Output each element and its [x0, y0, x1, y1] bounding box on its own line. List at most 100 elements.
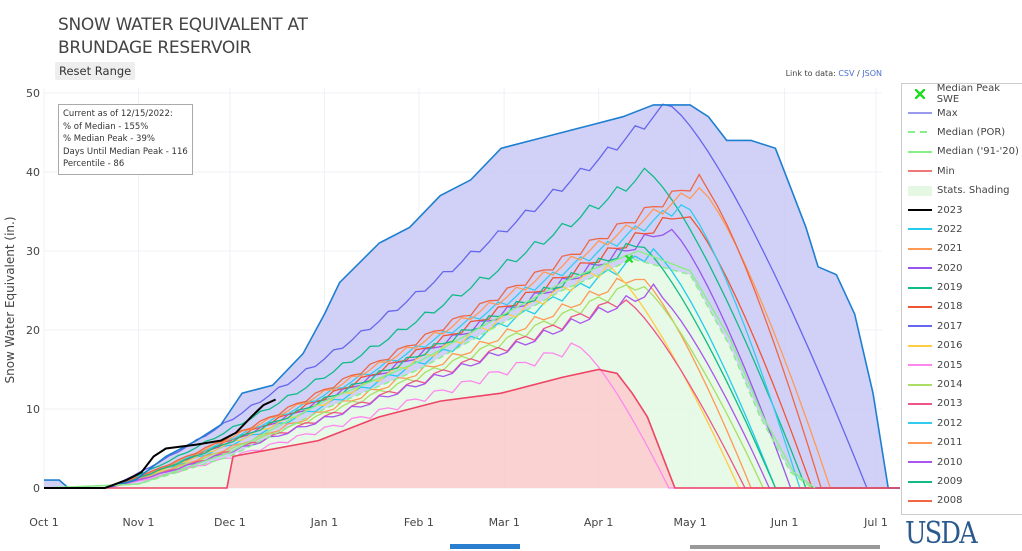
legend-label: Max: [937, 107, 958, 119]
legend-label: Median ('91-'20): [937, 146, 1019, 158]
series-line-2011: [104, 186, 900, 489]
legend-swatch: [908, 131, 932, 134]
x-tick-label: Apr 1: [584, 516, 614, 529]
x-tick-label: Jan 1: [310, 516, 338, 529]
max-shading: [44, 104, 900, 488]
legend-swatch: [908, 344, 932, 347]
series-line-2023: [44, 398, 277, 489]
y-tick-label: 40: [26, 166, 40, 179]
link-sep: /: [857, 69, 860, 78]
legend-label: 2008: [937, 495, 963, 507]
median-peak-marker: [624, 254, 634, 264]
series-line-2009: [104, 242, 900, 489]
legend-item[interactable]: 2009: [902, 472, 1022, 491]
legend-swatch: [908, 247, 932, 250]
legend-swatch: [908, 441, 932, 444]
legend[interactable]: Median Peak SWE Max Median (POR) Median ('9…: [901, 83, 1022, 515]
legend-label: 2013: [937, 398, 963, 410]
series-line-2015: [104, 342, 900, 489]
legend-label: Median (POR): [937, 126, 1006, 138]
legend-label: 2018: [937, 301, 963, 313]
range-slider-handle: [450, 544, 520, 549]
swe-chart[interactable]: 0 10 20 30 40 50 Oct 1 Nov 1 Dec 1 Jan 1 Feb 1 Mar …: [0, 0, 900, 549]
info-line: % Median Peak - 39%: [63, 134, 155, 144]
range-slider-track: [690, 545, 880, 549]
legend-label: 2014: [937, 379, 963, 391]
legend-item[interactable]: Median (POR): [902, 123, 1022, 142]
series-line-2018: [104, 216, 900, 489]
legend-swatch: [908, 305, 932, 308]
chart-title: SNOW WATER EQUIVALENT AT BRUNDAGE RESERV…: [58, 15, 308, 58]
legend-item[interactable]: 2022: [902, 220, 1022, 239]
legend-label: 2015: [937, 359, 963, 371]
x-tick-label: Jul 1: [863, 516, 888, 529]
y-tick-label: 20: [26, 324, 40, 337]
legend-swatch: [915, 88, 925, 99]
legend-label: Median Peak SWE: [936, 83, 1000, 105]
x-tick-label: May 1: [673, 516, 706, 529]
min-shading: [44, 369, 900, 488]
legend-item[interactable]: 2018: [902, 297, 1022, 316]
x-tick-label: Jun 1: [770, 516, 799, 529]
legend-item[interactable]: Min: [902, 162, 1022, 181]
link-prefix: Link to data:: [785, 69, 836, 78]
legend-item[interactable]: 2021: [902, 239, 1022, 258]
legend-item[interactable]: 2010: [902, 452, 1022, 471]
legend-swatch: [908, 461, 932, 464]
legend-item[interactable]: Stats. Shading: [902, 181, 1022, 200]
json-link[interactable]: JSON: [862, 69, 882, 78]
legend-item[interactable]: 2008: [902, 491, 1022, 510]
legend-item[interactable]: 2011: [902, 433, 1022, 452]
legend-swatch: [908, 209, 932, 212]
legend-item[interactable]: 2014: [902, 375, 1022, 394]
legend-item[interactable]: 2019: [902, 278, 1022, 297]
legend-swatch: [908, 112, 932, 115]
legend-item[interactable]: 2016: [902, 336, 1022, 355]
stats-shading: [44, 258, 900, 488]
legend-label: 2022: [937, 223, 963, 235]
legend-swatch: [908, 150, 932, 153]
legend-label: 2023: [937, 204, 963, 216]
y-tick-label: 0: [33, 482, 40, 495]
legend-label: 2009: [937, 476, 963, 487]
legend-item[interactable]: Median ('91-'20): [902, 142, 1022, 161]
series-line-2008: [104, 173, 900, 489]
min-line: [44, 368, 900, 489]
current-info-box: Current as of 12/15/2022: % of Median - …: [58, 104, 193, 175]
y-tick-label: 30: [26, 245, 40, 258]
x-tick-label: Mar 1: [489, 516, 520, 529]
legend-swatch: [908, 325, 932, 328]
legend-label: 2016: [937, 340, 963, 352]
legend-item[interactable]: Max: [902, 103, 1022, 122]
legend-item[interactable]: 2017: [902, 317, 1022, 336]
legend-swatch: [908, 499, 932, 502]
info-line: Current as of 12/15/2022:: [63, 109, 173, 119]
series-line-2019: [104, 167, 900, 489]
reset-range-button[interactable]: Reset Range: [55, 62, 136, 80]
median-por-line: [43, 258, 813, 489]
legend-item[interactable]: 2023: [902, 200, 1022, 219]
series-line-2014: [104, 284, 900, 489]
legend-item[interactable]: 2020: [902, 259, 1022, 278]
legend-swatch: [908, 422, 932, 425]
x-tick-label: Feb 1: [404, 516, 434, 529]
data-links: Link to data: CSV / JSON: [786, 69, 882, 78]
csv-link[interactable]: CSV: [838, 69, 855, 78]
legend-swatch: [908, 364, 932, 367]
legend-item[interactable]: 2013: [902, 394, 1022, 413]
x-tick-label: Nov 1: [122, 516, 154, 529]
x-tick-label: Dec 1: [214, 516, 246, 529]
legend-label: 2011: [937, 437, 963, 449]
legend-swatch: [908, 402, 932, 405]
info-line: Percentile - 86: [63, 159, 125, 169]
legend-label: 2010: [937, 456, 963, 468]
y-tick-label: 50: [26, 87, 40, 100]
info-line: Days Until Median Peak - 116: [63, 146, 188, 157]
legend-item[interactable]: 2012: [902, 414, 1022, 433]
y-tick-label: 10: [26, 403, 40, 416]
legend-swatch: [908, 286, 932, 289]
legend-item[interactable]: 2015: [902, 355, 1022, 374]
legend-item[interactable]: Median Peak SWE: [902, 83, 1022, 105]
series-line-2017: [104, 103, 900, 489]
legend-swatch: [908, 480, 932, 483]
